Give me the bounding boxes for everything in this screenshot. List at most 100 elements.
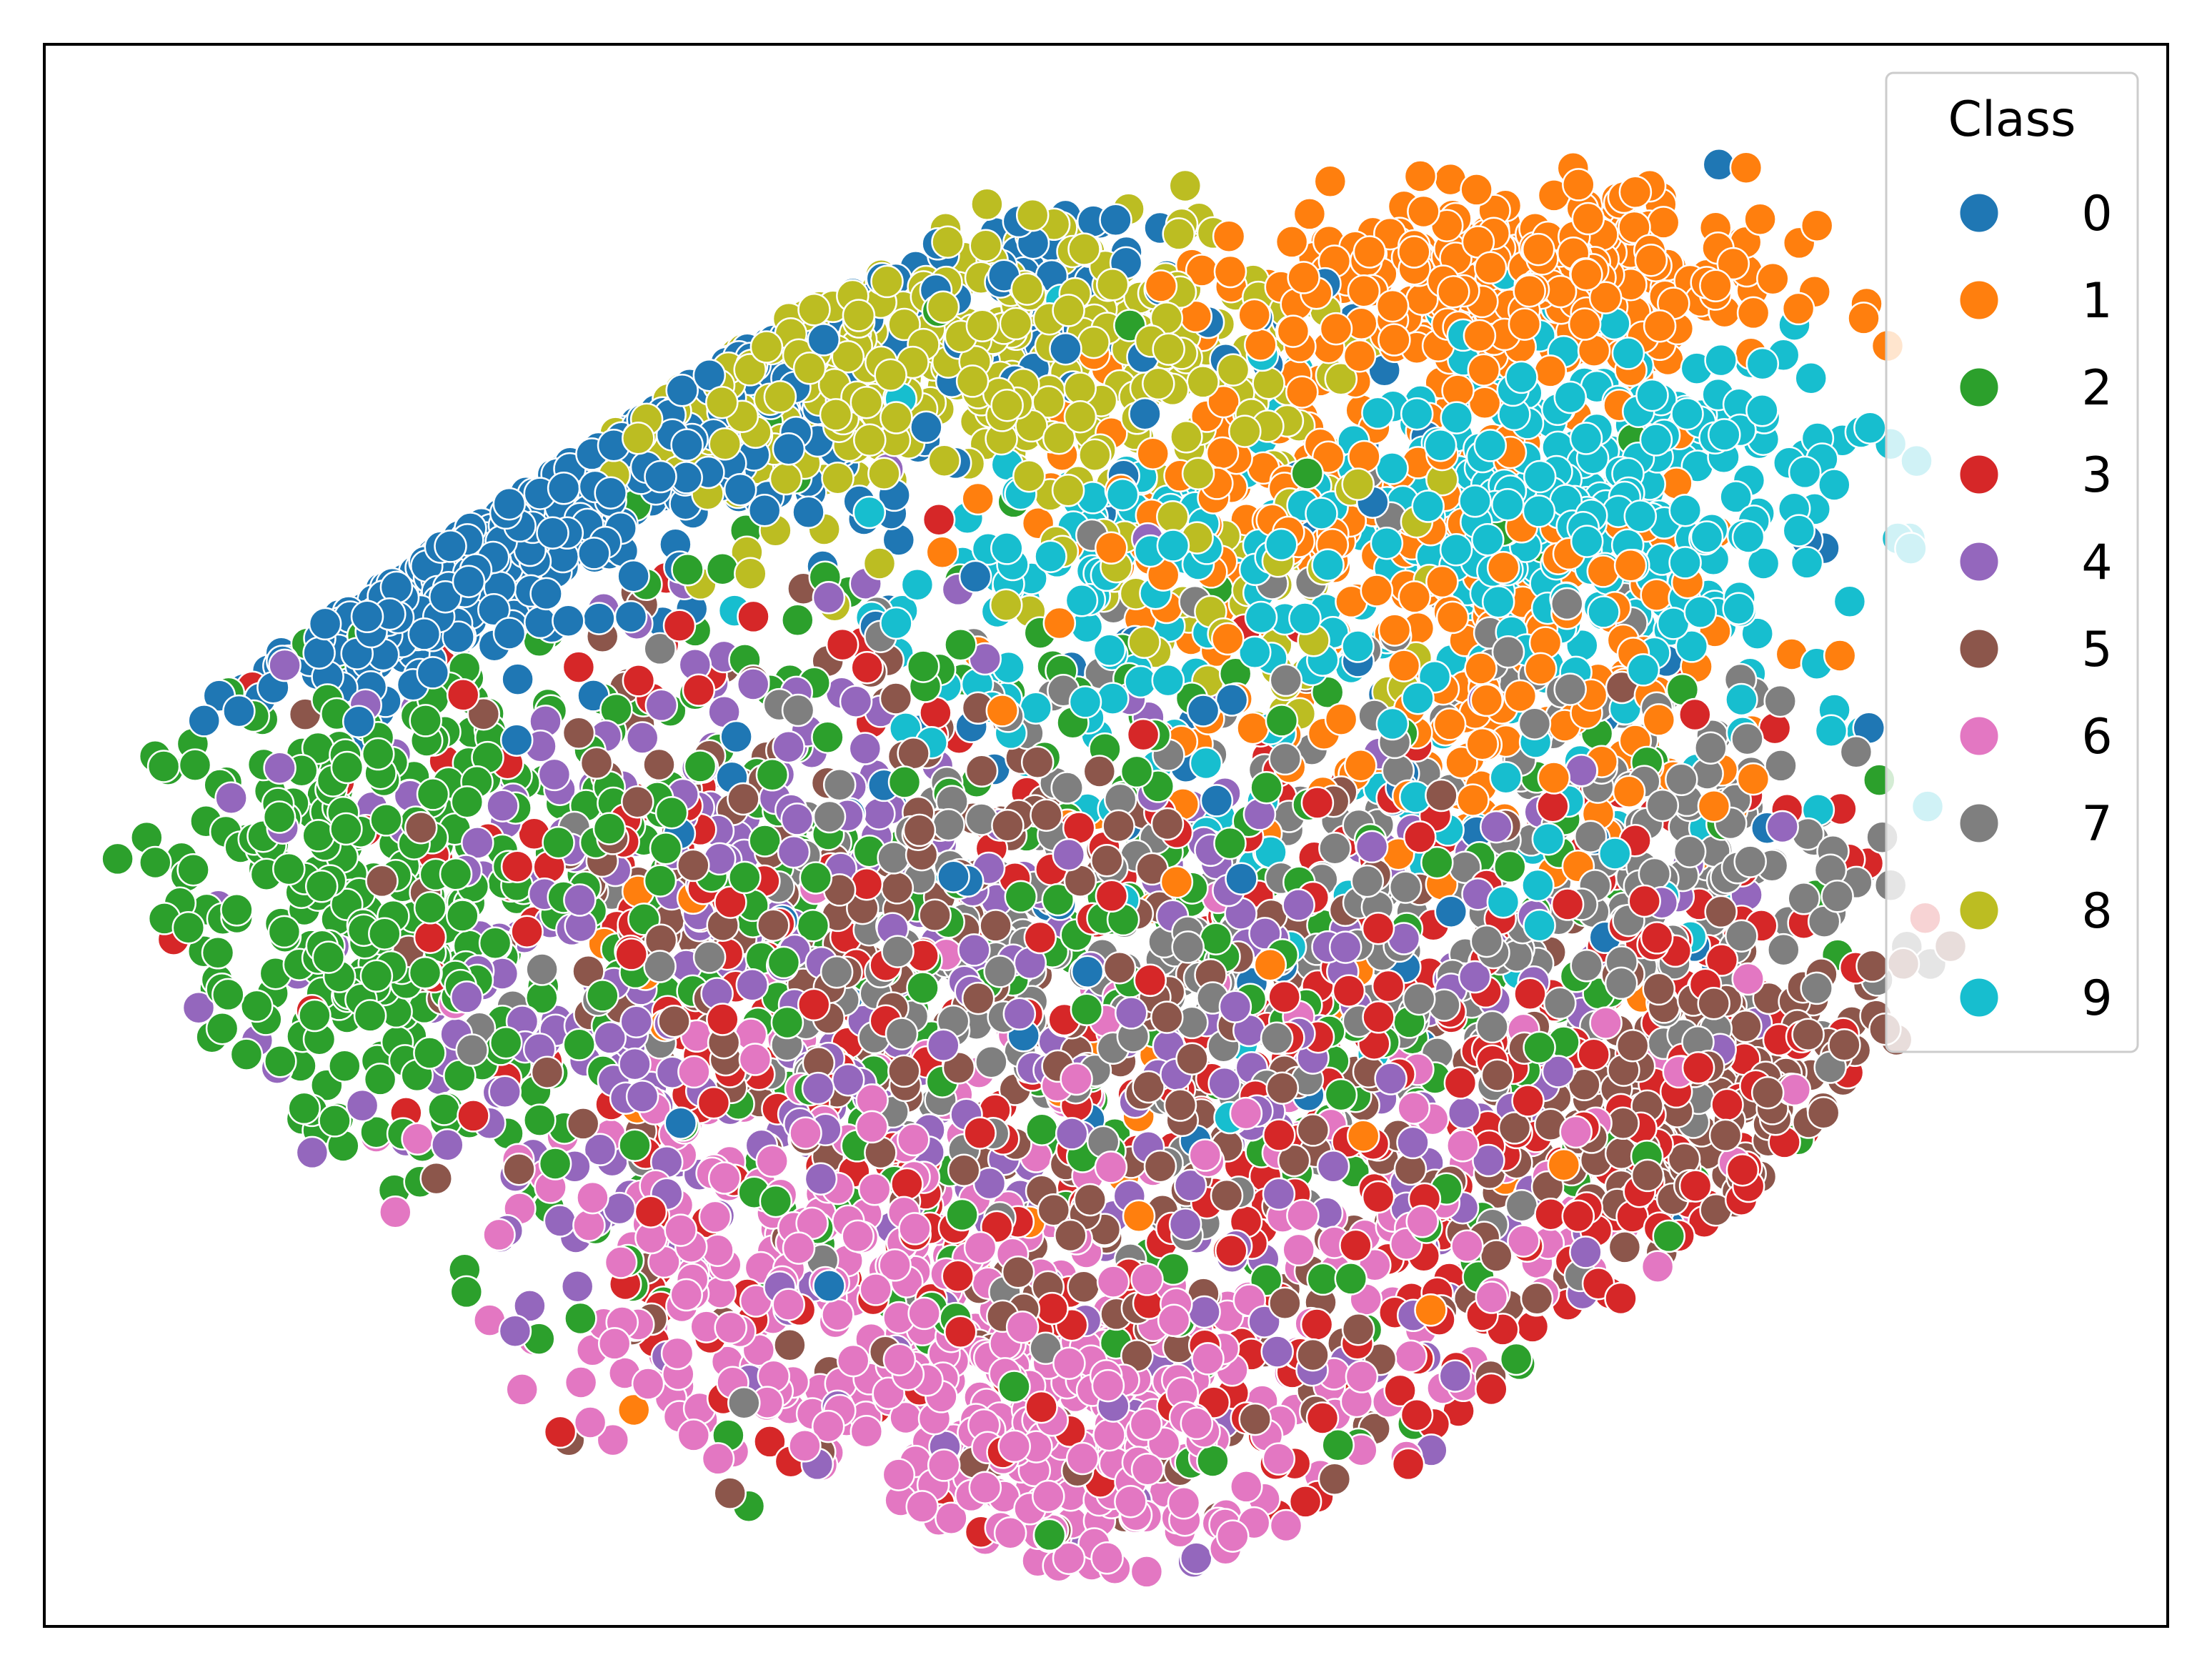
scatter-point-class-2 [264, 1045, 297, 1078]
scatter-point-class-1 [1729, 151, 1763, 184]
scatter-point-class-2 [1250, 770, 1283, 805]
scatter-point-class-3 [1215, 1234, 1248, 1268]
scatter-point-class-7 [1764, 749, 1798, 782]
scatter-point-class-5 [642, 747, 676, 782]
scatter-point-class-9 [1523, 908, 1556, 943]
scatter-point-class-1 [1403, 159, 1438, 193]
scatter-point-class-6 [841, 1219, 875, 1253]
scatter-point-class-3 [1305, 1401, 1340, 1435]
scatter-point-class-2 [229, 1038, 264, 1071]
scatter-point-class-2 [562, 1028, 596, 1062]
scatter-point-class-5 [1102, 809, 1135, 843]
scatter-point-class-9 [1833, 585, 1867, 619]
scatter-point-class-1 [1460, 173, 1493, 207]
scatter-point-class-0 [501, 662, 534, 696]
scatter-point-class-6 [1167, 1486, 1201, 1520]
scatter-point-class-7 [1673, 835, 1707, 868]
scatter-point-class-7 [932, 807, 965, 842]
scatter-point-class-6 [788, 1429, 822, 1463]
scatter-point-class-3 [662, 609, 697, 642]
scatter-point-class-2 [1321, 1428, 1355, 1462]
scatter-point-class-1 [1425, 565, 1459, 599]
scatter-point-class-7 [1505, 1188, 1539, 1223]
scatter-point-class-2 [643, 864, 677, 898]
scatter-point-class-6 [701, 1442, 735, 1476]
scatter-point-class-7 [1763, 684, 1797, 718]
scatter-point-class-3 [1332, 974, 1366, 1008]
scatter-point-class-2 [748, 824, 782, 858]
scatter-point-class-2 [1493, 850, 1527, 884]
scatter-point-class-8 [926, 290, 960, 324]
scatter-point-class-6 [821, 1298, 855, 1332]
scatter-point-class-1 [1236, 711, 1270, 745]
scatter-point-class-1 [1646, 206, 1680, 239]
scatter-point-class-6 [755, 1144, 789, 1178]
scatter-point-class-1 [925, 535, 960, 570]
scatter-point-class-6 [1052, 1346, 1086, 1380]
scatter-point-class-3 [1133, 963, 1167, 998]
scatter-point-class-3 [1035, 1291, 1069, 1326]
scatter-point-class-3 [1513, 977, 1547, 1011]
scatter-point-class-8 [821, 461, 855, 495]
scatter-point-class-5 [1791, 1018, 1825, 1051]
scatter-point-class-1 [1136, 437, 1170, 470]
scatter-point-class-6 [993, 1516, 1027, 1550]
scatter-point-class-9 [1521, 868, 1555, 903]
scatter-point-class-5 [1806, 1095, 1840, 1130]
scatter-point-class-9 [1553, 380, 1588, 414]
scatter-point-class-1 [1562, 168, 1595, 202]
scatter-point-class-4 [1569, 1236, 1603, 1269]
scatter-point-class-3 [1300, 1308, 1334, 1341]
scatter-point-class-6 [1096, 1265, 1130, 1298]
scatter-point-class-6 [401, 1122, 434, 1156]
scatter-point-class-5 [965, 754, 999, 788]
scatter-point-class-7 [455, 1033, 489, 1067]
scatter-point-class-3 [1371, 969, 1405, 1003]
scatter-point-class-6 [505, 1373, 539, 1406]
scatter-point-class-8 [969, 229, 1002, 263]
scatter-point-class-4 [214, 781, 248, 815]
scatter-point-class-8 [1127, 625, 1161, 660]
scatter-point-class-4 [486, 789, 519, 822]
scatter-point-class-3 [697, 1086, 731, 1120]
scatter-point-class-8 [1216, 353, 1250, 387]
scatter-point-class-0 [1434, 895, 1468, 928]
scatter-point-class-9 [1611, 337, 1645, 370]
scatter-point-class-0 [617, 559, 650, 593]
scatter-point-class-9 [1745, 394, 1779, 427]
scatter-point-class-1 [1823, 639, 1857, 672]
scatter-point-class-3 [1511, 1084, 1545, 1118]
scatter-point-class-8 [970, 187, 1004, 222]
scatter-point-class-4 [560, 1269, 594, 1303]
scatter-point-class-7 [822, 767, 857, 802]
scatter-point-class-7 [1839, 735, 1873, 769]
scatter-point-class-0 [664, 1106, 697, 1140]
scatter-point-class-4 [543, 1204, 577, 1238]
scatter-point-class-5 [1265, 1071, 1300, 1105]
scatter-point-class-3 [963, 1116, 997, 1150]
scatter-point-class-3 [1262, 1118, 1296, 1152]
scatter-point-class-1 [1285, 375, 1319, 409]
scatter-point-class-8 [1170, 420, 1203, 454]
scatter-point-class-2 [139, 845, 172, 880]
scatter-point-class-0 [1070, 955, 1105, 989]
scatter-point-class-6 [698, 1200, 732, 1234]
scatter-point-class-9 [1722, 592, 1755, 625]
scatter-point-class-1 [617, 1393, 651, 1427]
scatter-point-class-5 [1608, 1231, 1642, 1264]
scatter-point-class-2 [413, 1036, 447, 1070]
scatter-point-class-1 [1547, 1148, 1581, 1182]
scatter-point-class-2 [781, 603, 814, 637]
scatter-point-class-2 [205, 1011, 239, 1045]
scatter-point-class-4 [644, 688, 679, 722]
scatter-point-class-2 [1324, 1078, 1358, 1112]
scatter-point-class-0 [547, 472, 581, 505]
scatter-point-class-5 [1520, 1281, 1554, 1316]
scatter-point-class-3 [500, 850, 534, 883]
scatter-point-class-6 [1394, 1339, 1428, 1373]
scatter-point-class-2 [478, 926, 512, 960]
scatter-point-class-2 [1120, 755, 1154, 789]
scatter-point-class-6 [677, 1418, 711, 1452]
scatter-point-class-6 [596, 1423, 630, 1457]
scatter-point-class-2 [1025, 1113, 1059, 1146]
